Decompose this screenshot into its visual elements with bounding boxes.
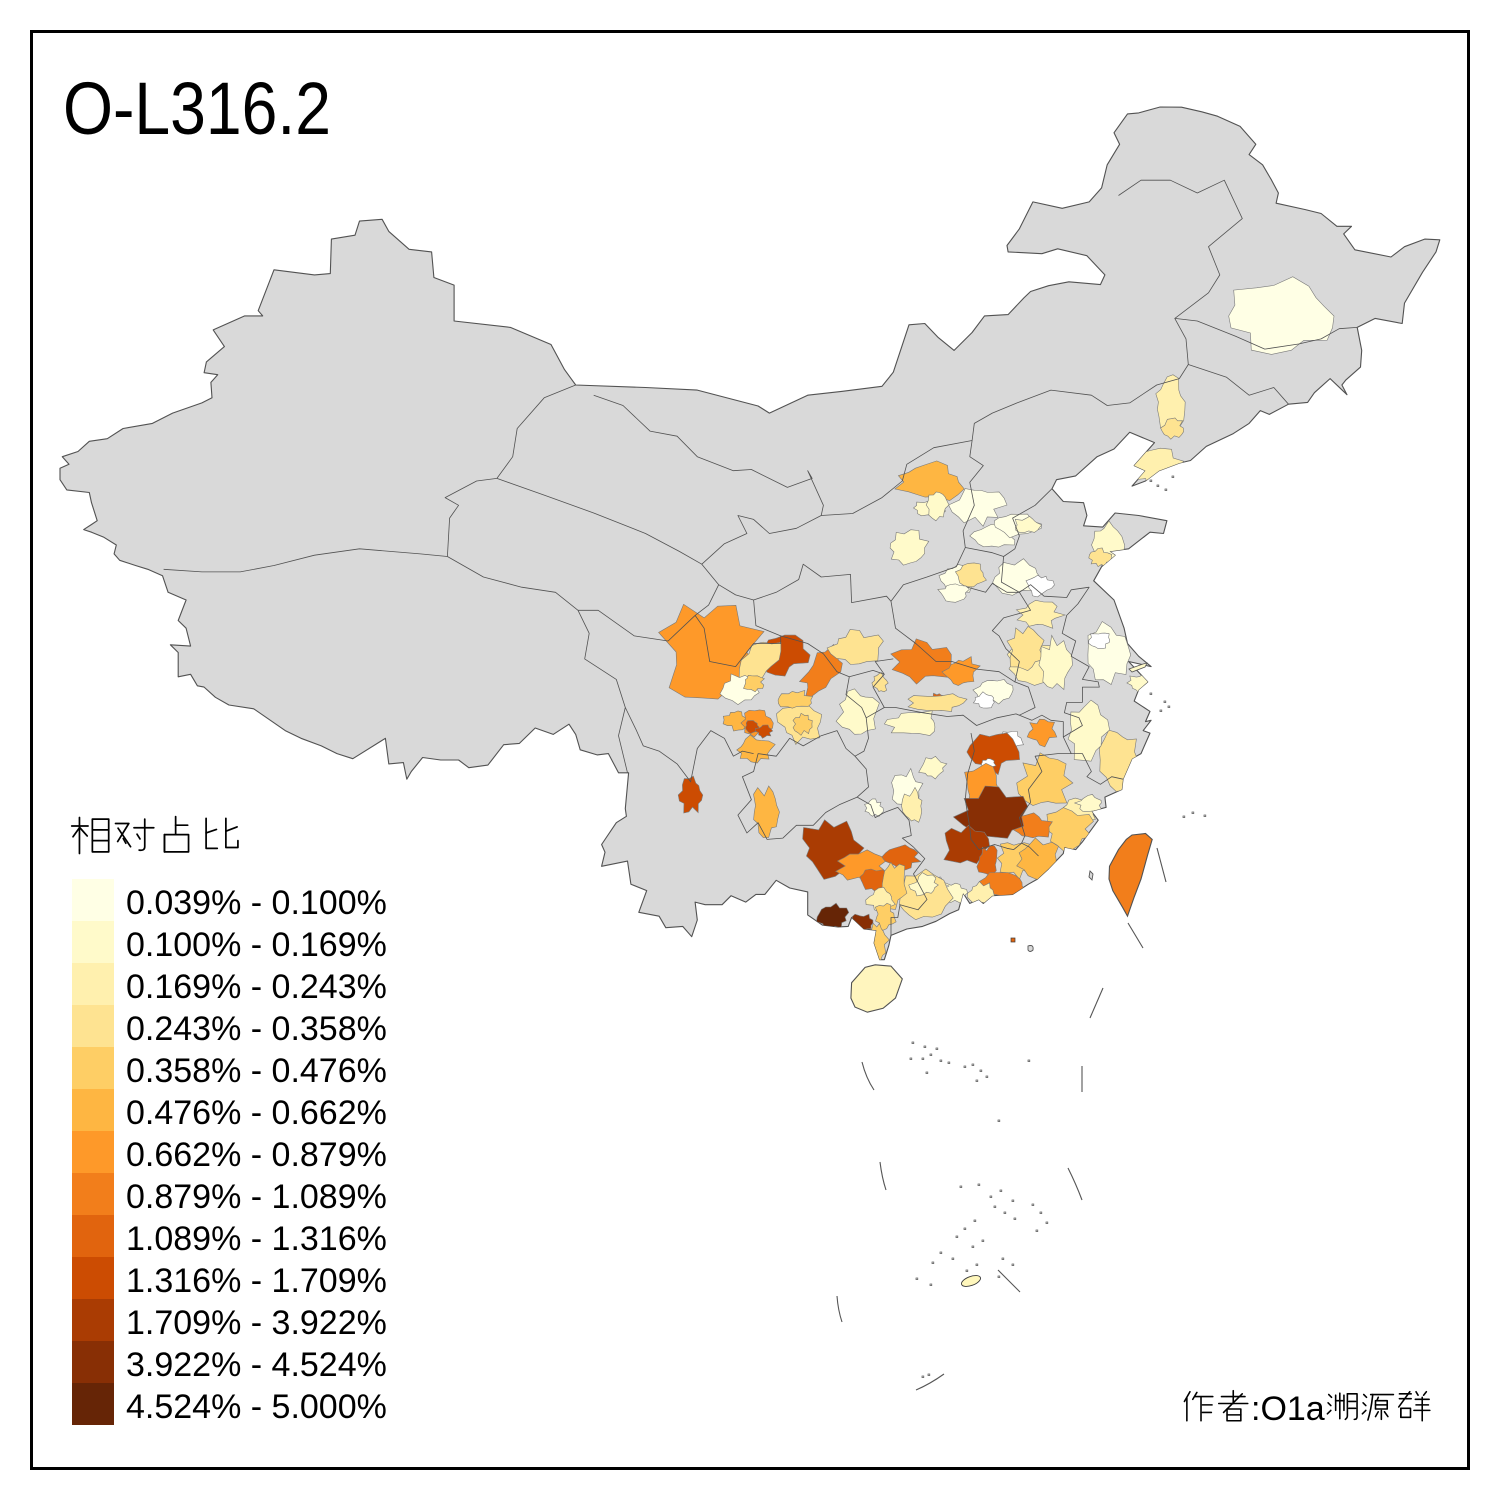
svg-text:0.243% - 0.358%: 0.243% - 0.358% <box>126 1010 387 1048</box>
svg-text:4.524% - 5.000%: 4.524% - 5.000% <box>126 1388 387 1426</box>
svg-text:0.358% - 0.476%: 0.358% - 0.476% <box>126 1052 387 1090</box>
svg-text:O-L316.2: O-L316.2 <box>63 67 331 150</box>
svg-text:1.089% - 1.316%: 1.089% - 1.316% <box>126 1220 387 1258</box>
svg-text:0.100% - 0.169%: 0.100% - 0.169% <box>126 926 387 964</box>
svg-text:1.316% - 1.709%: 1.316% - 1.709% <box>126 1262 387 1300</box>
svg-text:0.662% - 0.879%: 0.662% - 0.879% <box>126 1136 387 1174</box>
svg-text:0.476% - 0.662%: 0.476% - 0.662% <box>126 1094 387 1132</box>
svg-text:0.039% - 0.100%: 0.039% - 0.100% <box>126 884 387 922</box>
svg-text::O1a: :O1a <box>1251 1390 1325 1428</box>
svg-text:0.879% - 1.089%: 0.879% - 1.089% <box>126 1178 387 1216</box>
svg-text:3.922% - 4.524%: 3.922% - 4.524% <box>126 1346 387 1384</box>
svg-text:0.169% - 0.243%: 0.169% - 0.243% <box>126 968 387 1006</box>
svg-text:1.709% - 3.922%: 1.709% - 3.922% <box>126 1304 387 1342</box>
